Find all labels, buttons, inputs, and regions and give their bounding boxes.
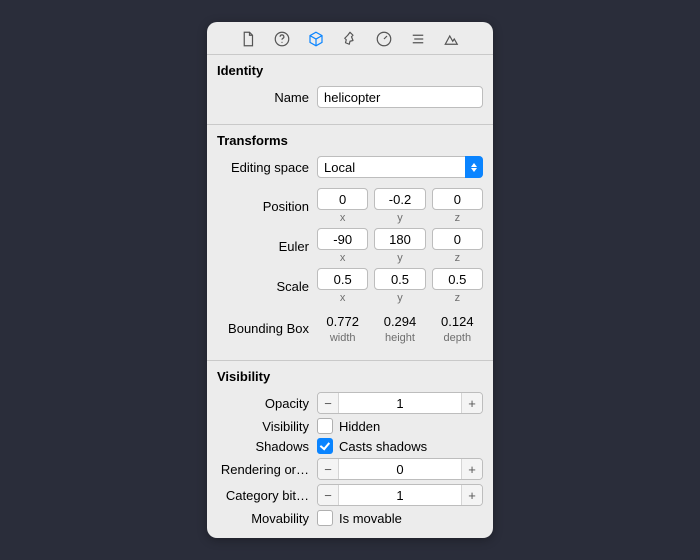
document-icon[interactable] <box>239 30 257 48</box>
casts-shadows-checkbox-label: Casts shadows <box>339 439 427 454</box>
identity-section: Name <box>207 86 493 120</box>
category-bitmask-label: Category bit… <box>217 488 317 503</box>
hidden-checkbox[interactable] <box>317 418 333 434</box>
category-bitmask-value[interactable]: 1 <box>339 485 461 505</box>
axis-z-label: z <box>455 212 461 224</box>
position-y-input[interactable] <box>374 188 425 210</box>
scale-y-input[interactable] <box>374 268 425 290</box>
editing-space-label: Editing space <box>217 160 317 175</box>
editing-space-value[interactable] <box>317 156 483 178</box>
transforms-section-title: Transforms <box>207 125 493 152</box>
axis-x-label: x <box>340 212 346 224</box>
category-bitmask-stepper[interactable]: − 1 + <box>317 484 483 506</box>
transforms-section: Editing space Position x y z Euler x y z <box>207 156 493 356</box>
is-movable-checkbox-label: Is movable <box>339 511 402 526</box>
bbox-depth-label: depth <box>444 332 472 344</box>
help-icon[interactable] <box>273 30 291 48</box>
name-label: Name <box>217 90 317 105</box>
rendering-order-value[interactable]: 0 <box>339 459 461 479</box>
opacity-stepper[interactable]: − 1 + <box>317 392 483 414</box>
euler-y-input[interactable] <box>374 228 425 250</box>
chevron-updown-icon[interactable] <box>465 156 483 178</box>
position-z-input[interactable] <box>432 188 483 210</box>
bbox-height-label: height <box>385 332 415 344</box>
euler-label: Euler <box>217 239 317 254</box>
position-label: Position <box>217 199 317 214</box>
bbox-width-value: 0.772 <box>326 312 359 330</box>
rendering-order-increment-button[interactable]: + <box>461 459 482 479</box>
identity-section-title: Identity <box>207 55 493 82</box>
bbox-depth-value: 0.124 <box>441 312 474 330</box>
scale-label: Scale <box>217 279 317 294</box>
visibility-section: Opacity − 1 + Visibility Hidden Shadows … <box>207 392 493 538</box>
bbox-height-value: 0.294 <box>384 312 417 330</box>
opacity-increment-button[interactable]: + <box>461 393 482 413</box>
position-x-input[interactable] <box>317 188 368 210</box>
rendering-order-decrement-button[interactable]: − <box>318 459 339 479</box>
opacity-decrement-button[interactable]: − <box>318 393 339 413</box>
cube-icon[interactable] <box>307 30 325 48</box>
euler-x-input[interactable] <box>317 228 368 250</box>
dial-icon[interactable] <box>375 30 393 48</box>
bbox-width-label: width <box>330 332 356 344</box>
rendering-order-stepper[interactable]: − 0 + <box>317 458 483 480</box>
visibility-label: Visibility <box>217 419 317 434</box>
casts-shadows-checkbox[interactable] <box>317 438 333 454</box>
inspector-panel: Identity Name Transforms Editing space P… <box>207 22 493 538</box>
rendering-order-label: Rendering or… <box>217 462 317 477</box>
inspector-toolbar <box>207 22 493 55</box>
axis-y-label: y <box>397 212 403 224</box>
bounding-box-label: Bounding Box <box>217 321 317 336</box>
category-bitmask-decrement-button[interactable]: − <box>318 485 339 505</box>
is-movable-checkbox[interactable] <box>317 510 333 526</box>
scale-z-input[interactable] <box>432 268 483 290</box>
editing-space-select[interactable] <box>317 156 483 178</box>
lines-icon[interactable] <box>409 30 427 48</box>
pin-icon[interactable] <box>341 30 359 48</box>
hidden-checkbox-label: Hidden <box>339 419 380 434</box>
category-bitmask-increment-button[interactable]: + <box>461 485 482 505</box>
mountain-icon[interactable] <box>443 30 461 48</box>
name-input[interactable] <box>317 86 483 108</box>
opacity-label: Opacity <box>217 396 317 411</box>
shadows-label: Shadows <box>217 439 317 454</box>
opacity-value[interactable]: 1 <box>339 393 461 413</box>
movability-label: Movability <box>217 511 317 526</box>
scale-x-input[interactable] <box>317 268 368 290</box>
visibility-section-title: Visibility <box>207 361 493 388</box>
euler-z-input[interactable] <box>432 228 483 250</box>
